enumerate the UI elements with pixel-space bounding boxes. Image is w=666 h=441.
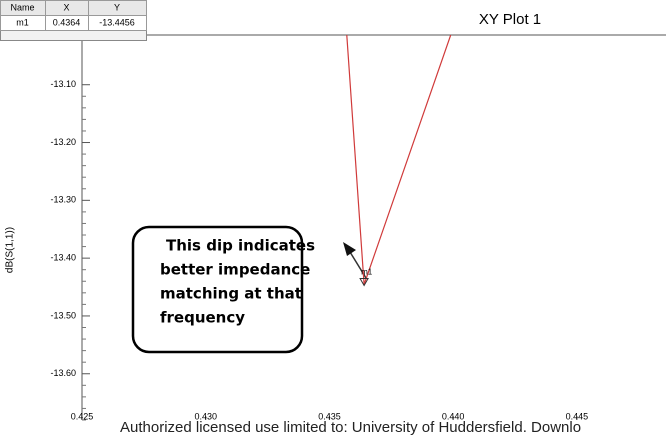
y-tick-label: -13.30 <box>50 195 76 205</box>
y-tick-label: -13.20 <box>50 137 76 147</box>
y-tick-label: -13.60 <box>50 368 76 378</box>
y-tick-label: -13.10 <box>50 79 76 89</box>
annotation-text: matching at that <box>160 285 302 303</box>
marker <box>359 277 369 287</box>
x-tick-label: 0.430 <box>194 411 217 421</box>
chart-title: XY Plot 1 <box>479 11 541 28</box>
x-tick-label: 0.440 <box>442 411 465 421</box>
annotation-text: better impedance <box>160 261 310 279</box>
annotation-text: frequency <box>160 309 245 327</box>
table-cell <box>88 15 147 31</box>
marker-table: Name X Ym1 0.4364 -13.4456 <box>0 0 147 41</box>
marker-label: m1 <box>361 268 373 277</box>
y-tick-label: -13.50 <box>50 310 76 320</box>
watermark: Authorized licensed use limited to: Univ… <box>120 419 581 436</box>
arrow-head <box>343 242 356 256</box>
table-text: Name <box>10 2 34 12</box>
table-text: m1 <box>16 17 29 27</box>
x-tick-label: 0.425 <box>71 411 94 421</box>
annotation-text: This dip indicates <box>166 237 315 255</box>
x-tick-label: 0.435 <box>318 411 341 421</box>
y-axis-label: dB(S(1,1)) <box>5 227 16 273</box>
x-tick-label: 0.445 <box>566 411 589 421</box>
table-text: -13.4456 <box>99 17 135 27</box>
table-text: 0.4364 <box>53 17 81 27</box>
table-text: Y <box>114 2 120 12</box>
table-text: X <box>63 2 69 12</box>
y-tick-label: -13.40 <box>50 253 76 263</box>
annotation-box <box>131 225 304 354</box>
